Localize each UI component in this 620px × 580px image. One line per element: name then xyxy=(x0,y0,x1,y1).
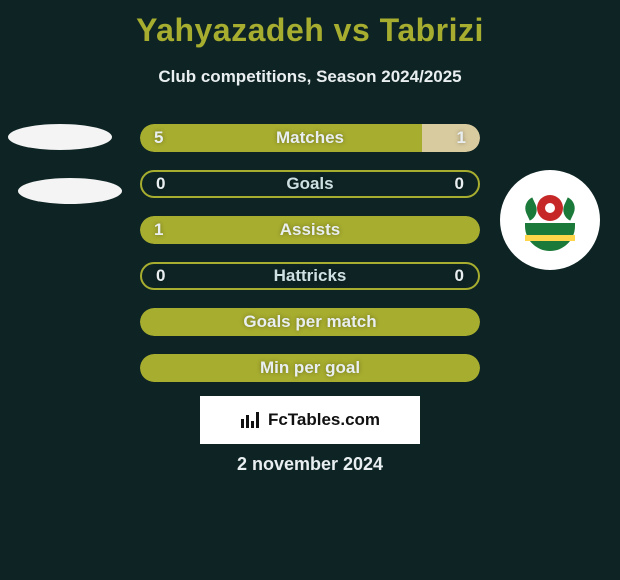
stat-bar: Matches5 1 xyxy=(140,124,480,152)
branding-label: FcTables.com xyxy=(268,410,380,430)
stat-bar-value-right: 0 xyxy=(455,266,464,286)
stat-bar: Hattricks0 0 xyxy=(140,262,480,290)
stat-bar-value-right: 1 xyxy=(457,128,466,148)
branding-badge: FcTables.com xyxy=(200,396,420,444)
bars-icon xyxy=(240,411,262,429)
footer-date: 2 november 2024 xyxy=(0,454,620,475)
stat-bar: Assists1 xyxy=(140,216,480,244)
stat-bar-label: Goals xyxy=(142,174,478,194)
stat-bar-label: Matches xyxy=(140,128,480,148)
stat-bar-value-left: 1 xyxy=(154,220,163,240)
player-left-avatar-placeholder xyxy=(18,178,122,204)
player-right-club-logo xyxy=(500,170,600,270)
stat-bar-label: Min per goal xyxy=(140,358,480,378)
stat-bar: Goals per match xyxy=(140,308,480,336)
comparison-card: Yahyazadeh vs Tabrizi Club competitions,… xyxy=(0,0,620,580)
stat-bar: Min per goal xyxy=(140,354,480,382)
page-subtitle: Club competitions, Season 2024/2025 xyxy=(0,67,620,87)
stat-bar-value-left: 0 xyxy=(156,174,165,194)
page-title: Yahyazadeh vs Tabrizi xyxy=(0,0,620,49)
stat-bar: Goals0 0 xyxy=(140,170,480,198)
stat-bar-value-right: 0 xyxy=(455,174,464,194)
stat-bar-label: Assists xyxy=(140,220,480,240)
club-crest-icon xyxy=(515,185,585,255)
stat-bar-label: Hattricks xyxy=(142,266,478,286)
stat-bar-value-left: 0 xyxy=(156,266,165,286)
stat-bars-container: Matches51Goals00Assists1Hattricks00Goals… xyxy=(140,124,480,400)
stat-bar-label: Goals per match xyxy=(140,312,480,332)
player-left-avatar-placeholder xyxy=(8,124,112,150)
stat-bar-value-left: 5 xyxy=(154,128,163,148)
